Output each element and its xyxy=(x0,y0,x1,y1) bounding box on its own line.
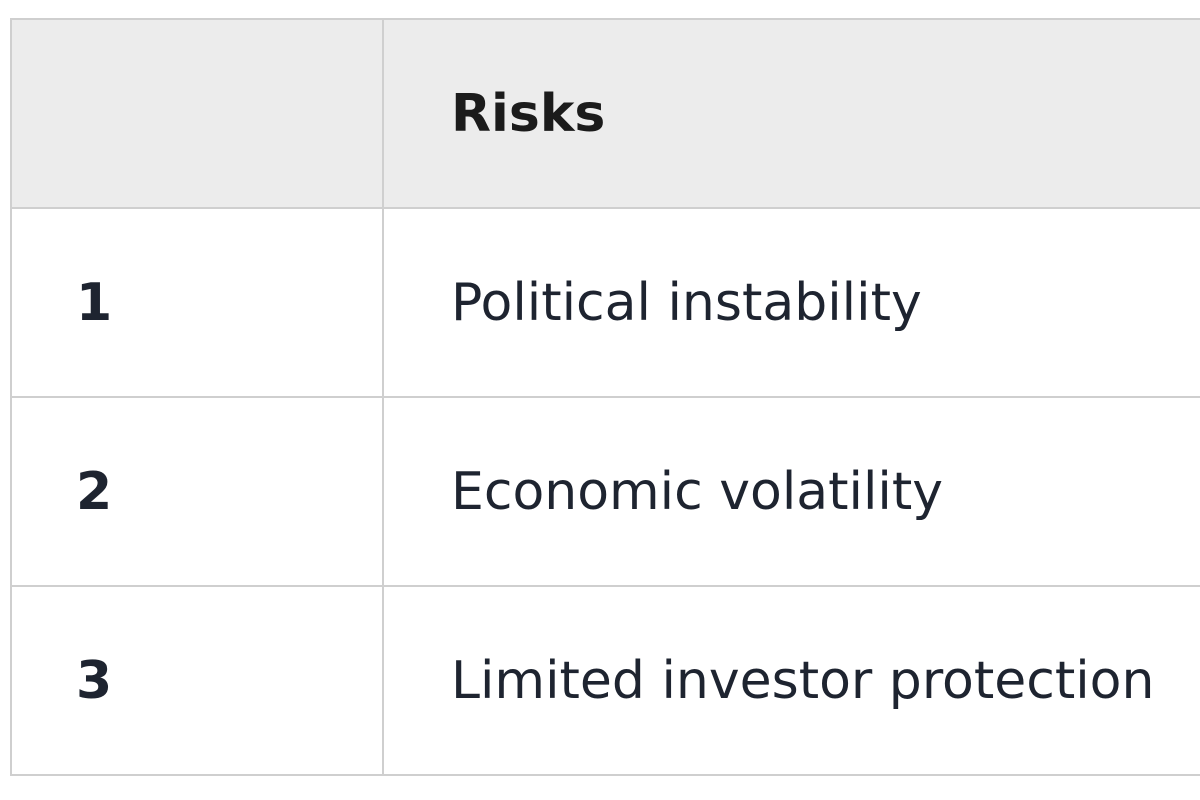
table-row: 2 Economic volatility xyxy=(10,396,1200,587)
table-body: 1 Political instability 2 Economic volat… xyxy=(10,207,1200,776)
risk-cell: Economic volatility xyxy=(382,396,1200,587)
table-header: Risks xyxy=(10,18,1200,209)
header-cell-risks: Risks xyxy=(382,18,1200,209)
table-row: 3 Limited investor protection xyxy=(10,585,1200,776)
risk-cell: Political instability xyxy=(382,207,1200,398)
risks-table-container: Risks 1 Political instability 2 Economic… xyxy=(10,18,1200,782)
table-row: 1 Political instability xyxy=(10,207,1200,398)
risk-cell: Limited investor protection xyxy=(382,585,1200,776)
row-number-cell: 2 xyxy=(10,396,384,587)
row-number-cell: 1 xyxy=(10,207,384,398)
header-row: Risks xyxy=(10,18,1200,209)
row-number-cell: 3 xyxy=(10,585,384,776)
risks-table: Risks 1 Political instability 2 Economic… xyxy=(10,18,1200,776)
header-cell-number xyxy=(10,18,384,209)
